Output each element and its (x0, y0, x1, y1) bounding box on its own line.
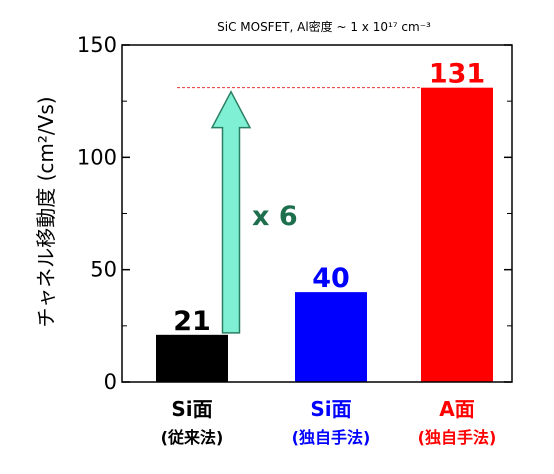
arrow-layer (210, 90, 252, 334)
y-axis-label: チャネル移動度 (cm²/Vs) (34, 96, 58, 327)
annotation-text: x 6 (252, 201, 298, 232)
category-label-2: Si面 (310, 397, 351, 421)
chart-title: SiC MOSFET, Al密度 ~ 1 x 10¹⁷ cm⁻³ (217, 19, 431, 34)
labels-layer: x 6 0 50 100 150 21 40 131 Si面 (従来法) Si面 (独自手法) A面 (独… (77, 33, 496, 447)
category-label-3: A面 (439, 397, 474, 421)
category-sublabel-3: (独自手法) (418, 428, 497, 447)
bars-layer (156, 87, 493, 382)
category-label-1: Si面 (171, 397, 212, 421)
category-sublabel-1: (従来法) (161, 428, 224, 447)
y-tick-label: 100 (77, 145, 117, 169)
y-tick-label: 0 (104, 370, 117, 394)
y-tick-label: 50 (90, 258, 117, 282)
data-label-2: 40 (312, 263, 350, 294)
category-sublabel-2: (独自手法) (292, 428, 371, 447)
axes-layer (121, 44, 513, 383)
increase-arrow (210, 90, 252, 334)
bar-2 (295, 292, 367, 382)
data-label-3: 131 (429, 59, 485, 90)
data-label-1: 21 (173, 306, 211, 337)
bar-1 (156, 334, 228, 382)
y-tick-label: 150 (77, 33, 117, 57)
bar-3 (421, 87, 493, 382)
